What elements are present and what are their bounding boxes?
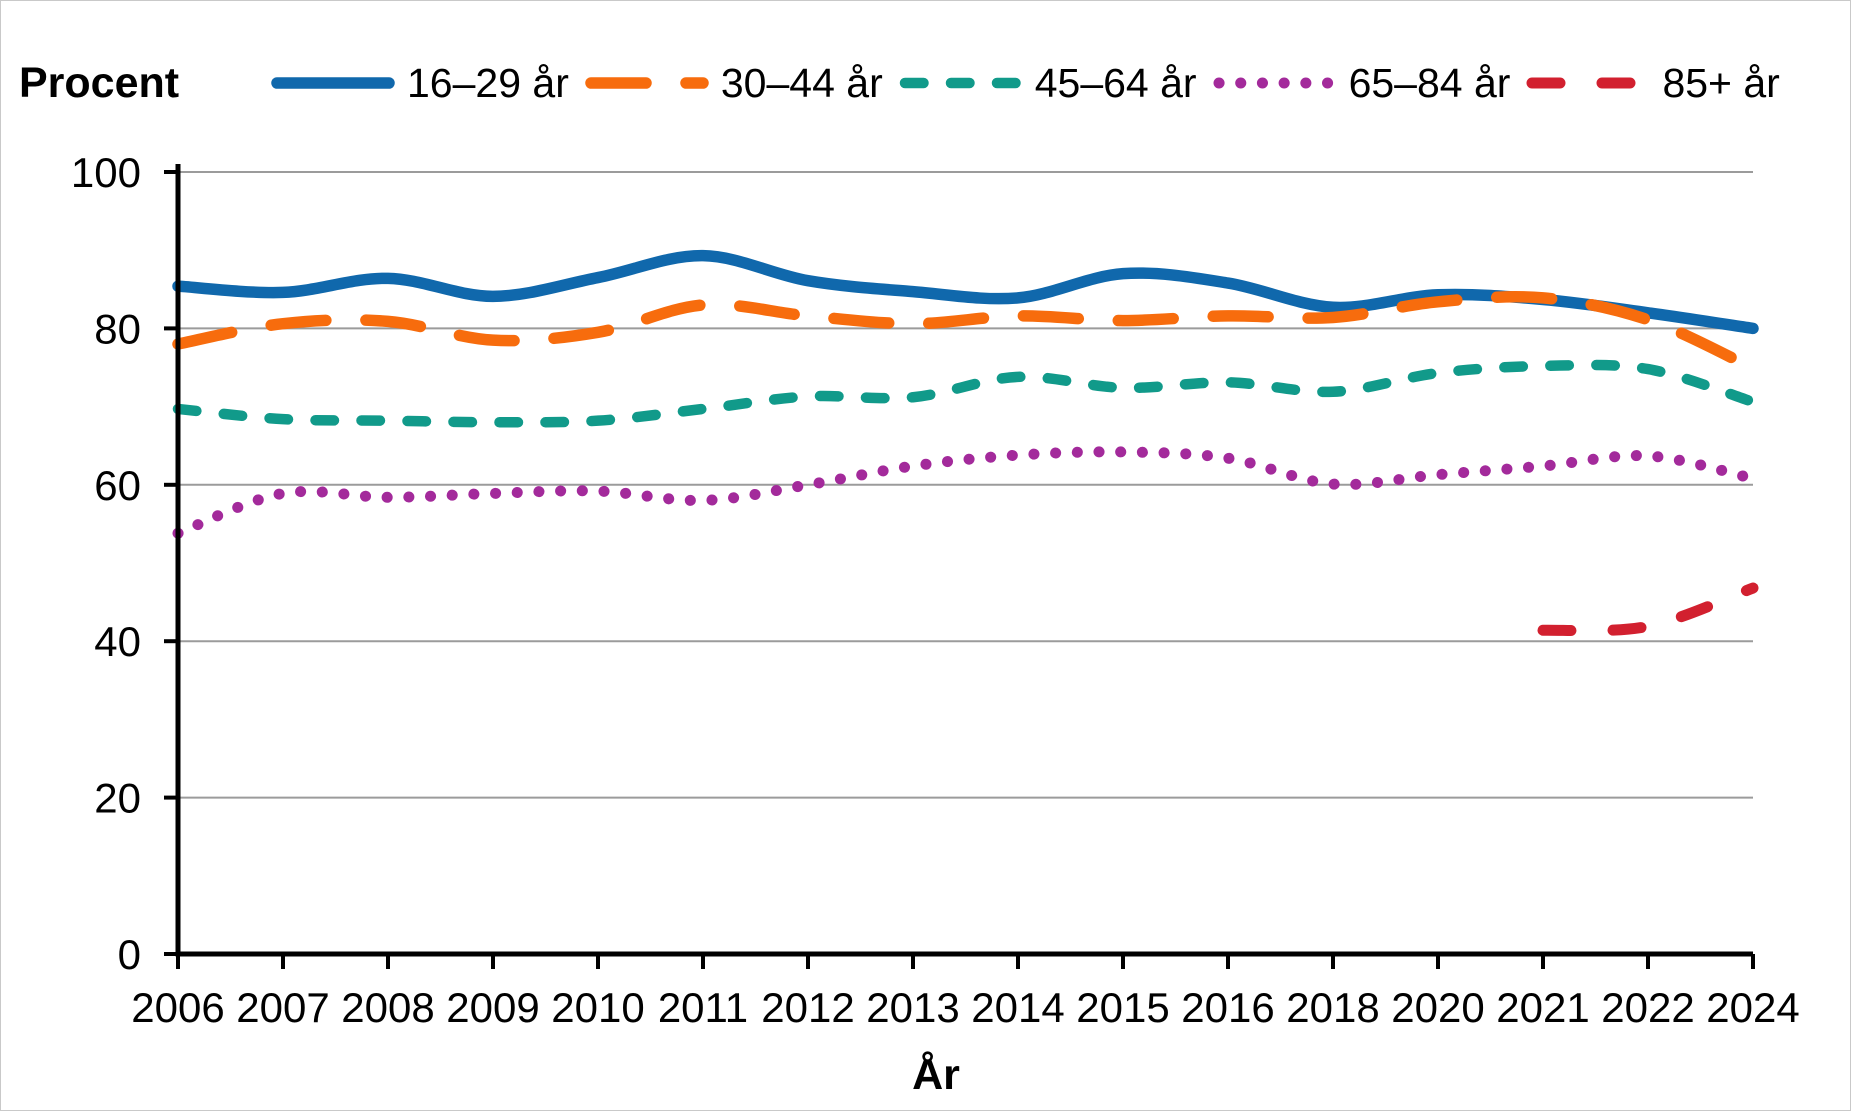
y-tick-label: 0 xyxy=(118,931,141,978)
x-tick-label: 2024 xyxy=(1706,984,1799,1031)
legend-label: 45–64 år xyxy=(1034,59,1197,106)
legend-label: 30–44 år xyxy=(720,59,883,106)
y-axis-title: Procent xyxy=(19,59,180,107)
x-tick-label: 2010 xyxy=(551,984,644,1031)
legend: 16–29 år 30–44 år 45–64 år 65–84 år 85+ år xyxy=(271,59,1780,107)
series-line-45-64- xyxy=(172,359,1759,428)
x-tick-label: 2015 xyxy=(1076,984,1169,1031)
x-tick-label: 2014 xyxy=(971,984,1064,1031)
x-tick-label: 2009 xyxy=(446,984,539,1031)
series-line-85+- xyxy=(1537,582,1759,637)
series-line-65-84- xyxy=(172,446,1759,539)
legend-item-85+-: 85+ år xyxy=(1526,59,1780,107)
x-tick-label: 2013 xyxy=(866,984,959,1031)
x-tick-label: 2018 xyxy=(1286,984,1379,1031)
y-tick-label: 60 xyxy=(94,462,141,509)
series-line-30-44- xyxy=(172,291,1759,375)
x-tick-label: 2021 xyxy=(1496,984,1589,1031)
legend-item-16-29-: 16–29 år xyxy=(271,60,569,107)
legend-swatch-icon xyxy=(1526,77,1650,89)
legend-item-45-64-: 45–64 år xyxy=(899,60,1197,107)
y-tick-label: 40 xyxy=(94,618,141,665)
x-tick-label: 2007 xyxy=(236,984,329,1031)
x-tick-label: 2006 xyxy=(131,984,224,1031)
x-tick-label: 2012 xyxy=(761,984,854,1031)
legend-label: 85+ år xyxy=(1662,59,1780,106)
legend-swatch-icon xyxy=(1213,77,1337,89)
legend-item-30-44-: 30–44 år xyxy=(585,60,883,107)
legend-swatch-icon xyxy=(271,77,395,89)
y-tick-label: 100 xyxy=(71,149,141,196)
x-tick-label: 2008 xyxy=(341,984,434,1031)
y-tick-label: 20 xyxy=(94,775,141,822)
x-axis-title: År xyxy=(912,1051,960,1099)
x-tick-label: 2016 xyxy=(1181,984,1274,1031)
x-tick-label: 2020 xyxy=(1391,984,1484,1031)
x-tick-label: 2022 xyxy=(1601,984,1694,1031)
legend-label: 65–84 år xyxy=(1348,59,1511,106)
series-line-16-29- xyxy=(172,249,1759,335)
legend-label: 16–29 år xyxy=(407,59,569,106)
legend-item-65-84-: 65–84 år xyxy=(1213,59,1511,107)
legend-swatch-icon xyxy=(585,77,709,89)
legend-swatch-icon xyxy=(899,77,1022,89)
y-tick-label: 80 xyxy=(94,305,141,352)
x-tick-label: 2011 xyxy=(658,984,748,1031)
